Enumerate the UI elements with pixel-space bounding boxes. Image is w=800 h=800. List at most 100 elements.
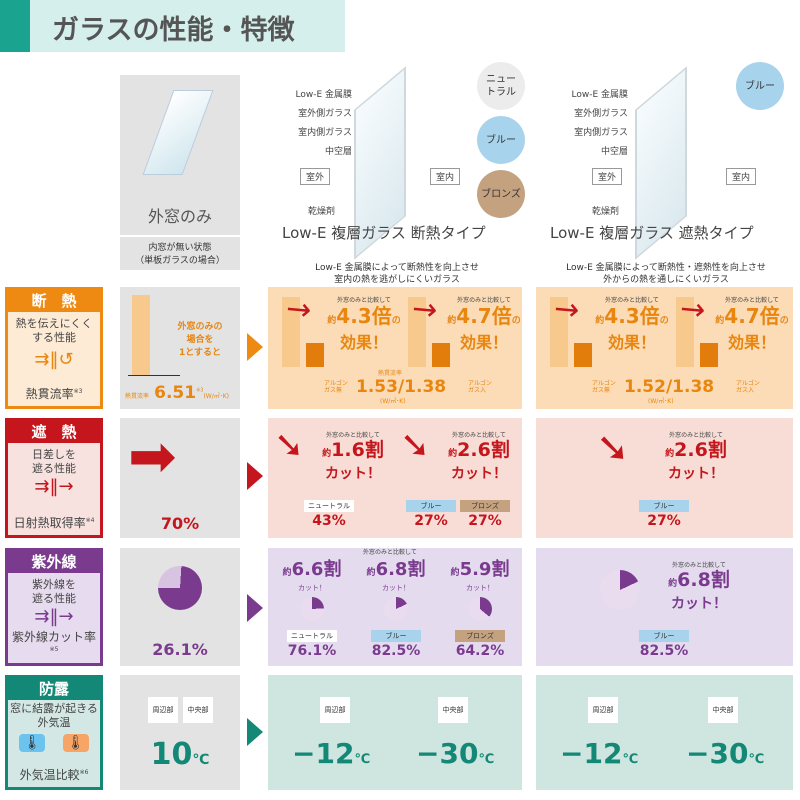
- insulation-header: Low-E 金属膜 室外側ガラス 室内側ガラス 中空層 室外 室内 乾燥剤 ニュ…: [262, 58, 532, 268]
- sun-pie-icon: [384, 597, 408, 621]
- sun-arrow-icon: ➡: [128, 422, 177, 490]
- approx: 約: [448, 449, 458, 459]
- color-blue: ブルー: [736, 62, 784, 110]
- insulation-heat-panel: ↘ 外窓のみと比較して 約4.3倍の 効果！ ↘ 外窓のみと比較して 約4.7倍の 効果…: [536, 287, 793, 409]
- dew-ins-panel: 周辺部 中央部 −12℃ −30℃: [268, 675, 522, 790]
- solar-arrows-icon: ⇉‖→: [34, 476, 74, 497]
- argon-label: アルゴン ガス入: [468, 380, 492, 394]
- bar-single: [132, 295, 150, 375]
- chip-blue: ブルー: [406, 500, 456, 512]
- reduction: 2.6割: [674, 439, 727, 461]
- cut-label: カット！: [298, 584, 326, 592]
- compare-text: 外窓のみと比較して: [452, 432, 506, 439]
- row-desc: 熱を伝えにくく する性能: [15, 317, 93, 344]
- row-foot: 熱貫流率: [25, 387, 74, 401]
- edge-value: −12: [560, 737, 623, 770]
- multiplier: 4.3倍: [604, 304, 660, 328]
- outdoor-label: 室外: [592, 168, 623, 185]
- center-value: −30: [686, 737, 749, 770]
- reduction: 1.6割: [331, 439, 384, 461]
- single-title: 外窓のみ: [147, 207, 212, 226]
- color-bronze: ブロンズ: [477, 170, 525, 218]
- value: 70%: [160, 514, 200, 533]
- single-glass-icon: [142, 90, 214, 175]
- row-foot: 外気温比較: [19, 768, 80, 782]
- suffix: の: [511, 316, 521, 326]
- uv-arrows-icon: ⇉‖→: [34, 606, 74, 627]
- edge-label: 周辺部: [148, 697, 178, 723]
- layer-label: 中空層: [600, 147, 628, 157]
- layer-label: 中空層: [324, 147, 352, 157]
- heat-arrows-icon: ⇉‖↺: [34, 349, 74, 370]
- center-label: 中央部: [438, 697, 468, 723]
- approx: 約: [322, 449, 332, 459]
- row-foot: 日射熱取得率: [13, 516, 86, 530]
- value: 27%: [647, 513, 681, 529]
- arrow-right-icon: [247, 462, 263, 490]
- compare-text: 外窓のみと比較して: [725, 297, 779, 304]
- unit: ℃: [192, 752, 210, 768]
- chip-blue: ブルー: [639, 630, 689, 642]
- compare-text: 外窓のみと比較して: [669, 432, 723, 439]
- chip-neutral: ニュートラル: [304, 500, 354, 512]
- chip-neutral: ニュートラル: [287, 630, 337, 642]
- title-accent: [0, 0, 30, 52]
- suffix: の: [391, 316, 401, 326]
- row-desc: 紫外線を 遮る性能: [32, 578, 76, 605]
- label-solar: 遮 熱 日差しを 遮る性能 ⇉‖→ 日射熱取得率※4: [5, 418, 103, 538]
- chip-bronze: ブロンズ: [455, 630, 505, 642]
- sun-pie-icon: [300, 597, 324, 621]
- cut-label: カット！: [325, 466, 381, 482]
- center-label: 中央部: [183, 697, 213, 723]
- uv-heat-panel: 外窓のみと比較して 約6.8割 カット！ ブルー 82.5%: [536, 548, 793, 666]
- thermometer-icon: 🌡 🌡: [8, 733, 100, 753]
- edge-value: −12: [292, 737, 355, 770]
- reduction: 2.6割: [457, 439, 510, 461]
- compare-text: 外窓のみと比較して: [363, 549, 417, 556]
- caption: 外窓のみの 場合を 1とすると: [177, 322, 223, 358]
- value: 27%: [468, 513, 502, 529]
- label-dew: 防露 窓に結露が起きる 外気温 🌡 🌡 外気温比較※6: [5, 675, 103, 790]
- effect: 効果！: [607, 333, 656, 352]
- cut-label: カット！: [668, 466, 724, 482]
- chip-bronze: ブロンズ: [460, 500, 510, 512]
- value: 26.1%: [152, 640, 208, 659]
- approx: 約: [450, 568, 460, 578]
- reduction: 6.6割: [291, 559, 342, 580]
- sun-pie-icon: [600, 570, 640, 610]
- approx: 約: [595, 316, 605, 326]
- compare-text: 外窓のみと比較して: [605, 297, 659, 304]
- row-desc: 窓に結露が起きる 外気温: [10, 702, 98, 729]
- compare-text: 外窓のみと比較して: [672, 562, 726, 569]
- value: 82.5%: [371, 643, 421, 659]
- value: 64.2%: [455, 643, 505, 659]
- reduction: 6.8割: [677, 569, 730, 591]
- compare-text: 外窓のみと比較して: [457, 297, 511, 304]
- approx: 約: [327, 316, 337, 326]
- single-solar: ➡ 70%: [120, 418, 240, 538]
- solar-ins-panel: ➘ 外窓のみと比較して 約1.6割 カット！ ➘ 外窓のみと比較して 約2.6割 カット…: [268, 418, 522, 538]
- indoor-label: 室内: [430, 168, 461, 185]
- value: 6.51: [154, 383, 197, 403]
- layer-label: Low-E 金属膜: [295, 90, 352, 100]
- bar-reduced: [306, 343, 324, 367]
- approx: 約: [668, 579, 678, 589]
- value: 1.53/1.38: [356, 377, 447, 397]
- reduction: 5.9割: [459, 559, 510, 580]
- baseline: [128, 375, 180, 376]
- cut-label: カット！: [451, 466, 507, 482]
- value: 27%: [414, 513, 448, 529]
- unit: (W/㎡･K): [648, 398, 674, 405]
- dew-heat-panel: 周辺部 中央部 −12℃ −30℃: [536, 675, 793, 790]
- sun-pie-icon: [468, 597, 492, 621]
- value: 1.52/1.38: [624, 377, 715, 397]
- multiplier: 4.7倍: [456, 304, 512, 328]
- unit: ℃: [622, 752, 639, 767]
- argon-label: アルゴン ガス入: [736, 380, 760, 394]
- uv-ins-panel: 外窓のみと比較して 約6.6割 カット！ 約6.8割 カット！ 約5.9割 カット！ …: [268, 548, 522, 666]
- unit: (W/㎡･K): [380, 398, 406, 405]
- outdoor-label: 室外: [300, 168, 331, 185]
- edge-label: 周辺部: [588, 697, 618, 723]
- row-heading: 紫外線: [8, 551, 100, 573]
- approx: 約: [447, 316, 457, 326]
